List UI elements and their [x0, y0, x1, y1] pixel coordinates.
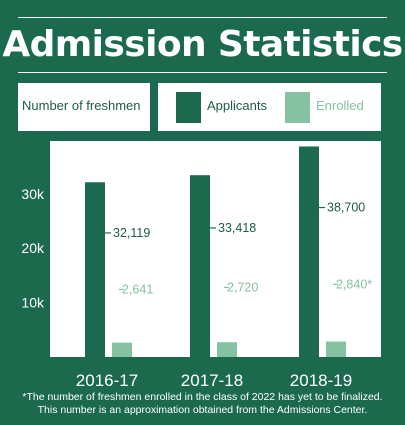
- legend-swatch-applicants: [176, 92, 201, 123]
- bar-chart: 10k 20k 30k 32,119 2,641 2016-17 33,418 2,720 20…: [21, 146, 372, 390]
- y-axis-label-box: Number of freshmen: [18, 83, 150, 131]
- top-rule: [18, 17, 387, 18]
- footnote: *The number of freshmen enrolled in the …: [0, 391, 405, 417]
- bar-value-label-enrolled: 2,840*: [336, 277, 372, 291]
- bar-applicants: [85, 182, 105, 357]
- legend-label-enrolled: Enrolled: [316, 98, 364, 113]
- bar-value-label-enrolled: 2,720: [227, 280, 258, 294]
- x-category-label: 2018-19: [290, 371, 352, 390]
- bar-value-label-applicants: 32,119: [113, 226, 150, 240]
- bar-enrolled: [217, 342, 237, 357]
- bar-enrolled: [112, 342, 132, 357]
- legend-label-applicants: Applicants: [207, 98, 267, 113]
- bar-applicants: [190, 175, 210, 357]
- y-tick-label: 20k: [21, 240, 45, 256]
- plot-area: [50, 141, 381, 357]
- page-title: Admission Statistics: [2, 24, 403, 65]
- bar-value-label-enrolled: 2,641: [122, 282, 153, 296]
- legend: Applicants Enrolled: [158, 83, 381, 131]
- x-category-label: 2016-17: [76, 371, 138, 390]
- y-tick-label: 10k: [21, 295, 45, 311]
- title-underline: [18, 72, 387, 73]
- footnote-line-2: This number is an approximation obtained…: [37, 404, 368, 416]
- legend-swatch-enrolled: [285, 92, 310, 123]
- footnote-line-1: *The number of freshmen enrolled in the …: [22, 391, 383, 403]
- x-category-label: 2017-18: [181, 371, 243, 390]
- bar-applicants: [299, 146, 319, 357]
- y-axis-label: Number of freshmen: [22, 98, 141, 113]
- bar-value-label-applicants: 38,700: [327, 201, 365, 215]
- bar-value-label-applicants: 33,418: [218, 221, 256, 235]
- y-tick-label: 30k: [21, 186, 45, 202]
- bar-enrolled: [326, 341, 346, 357]
